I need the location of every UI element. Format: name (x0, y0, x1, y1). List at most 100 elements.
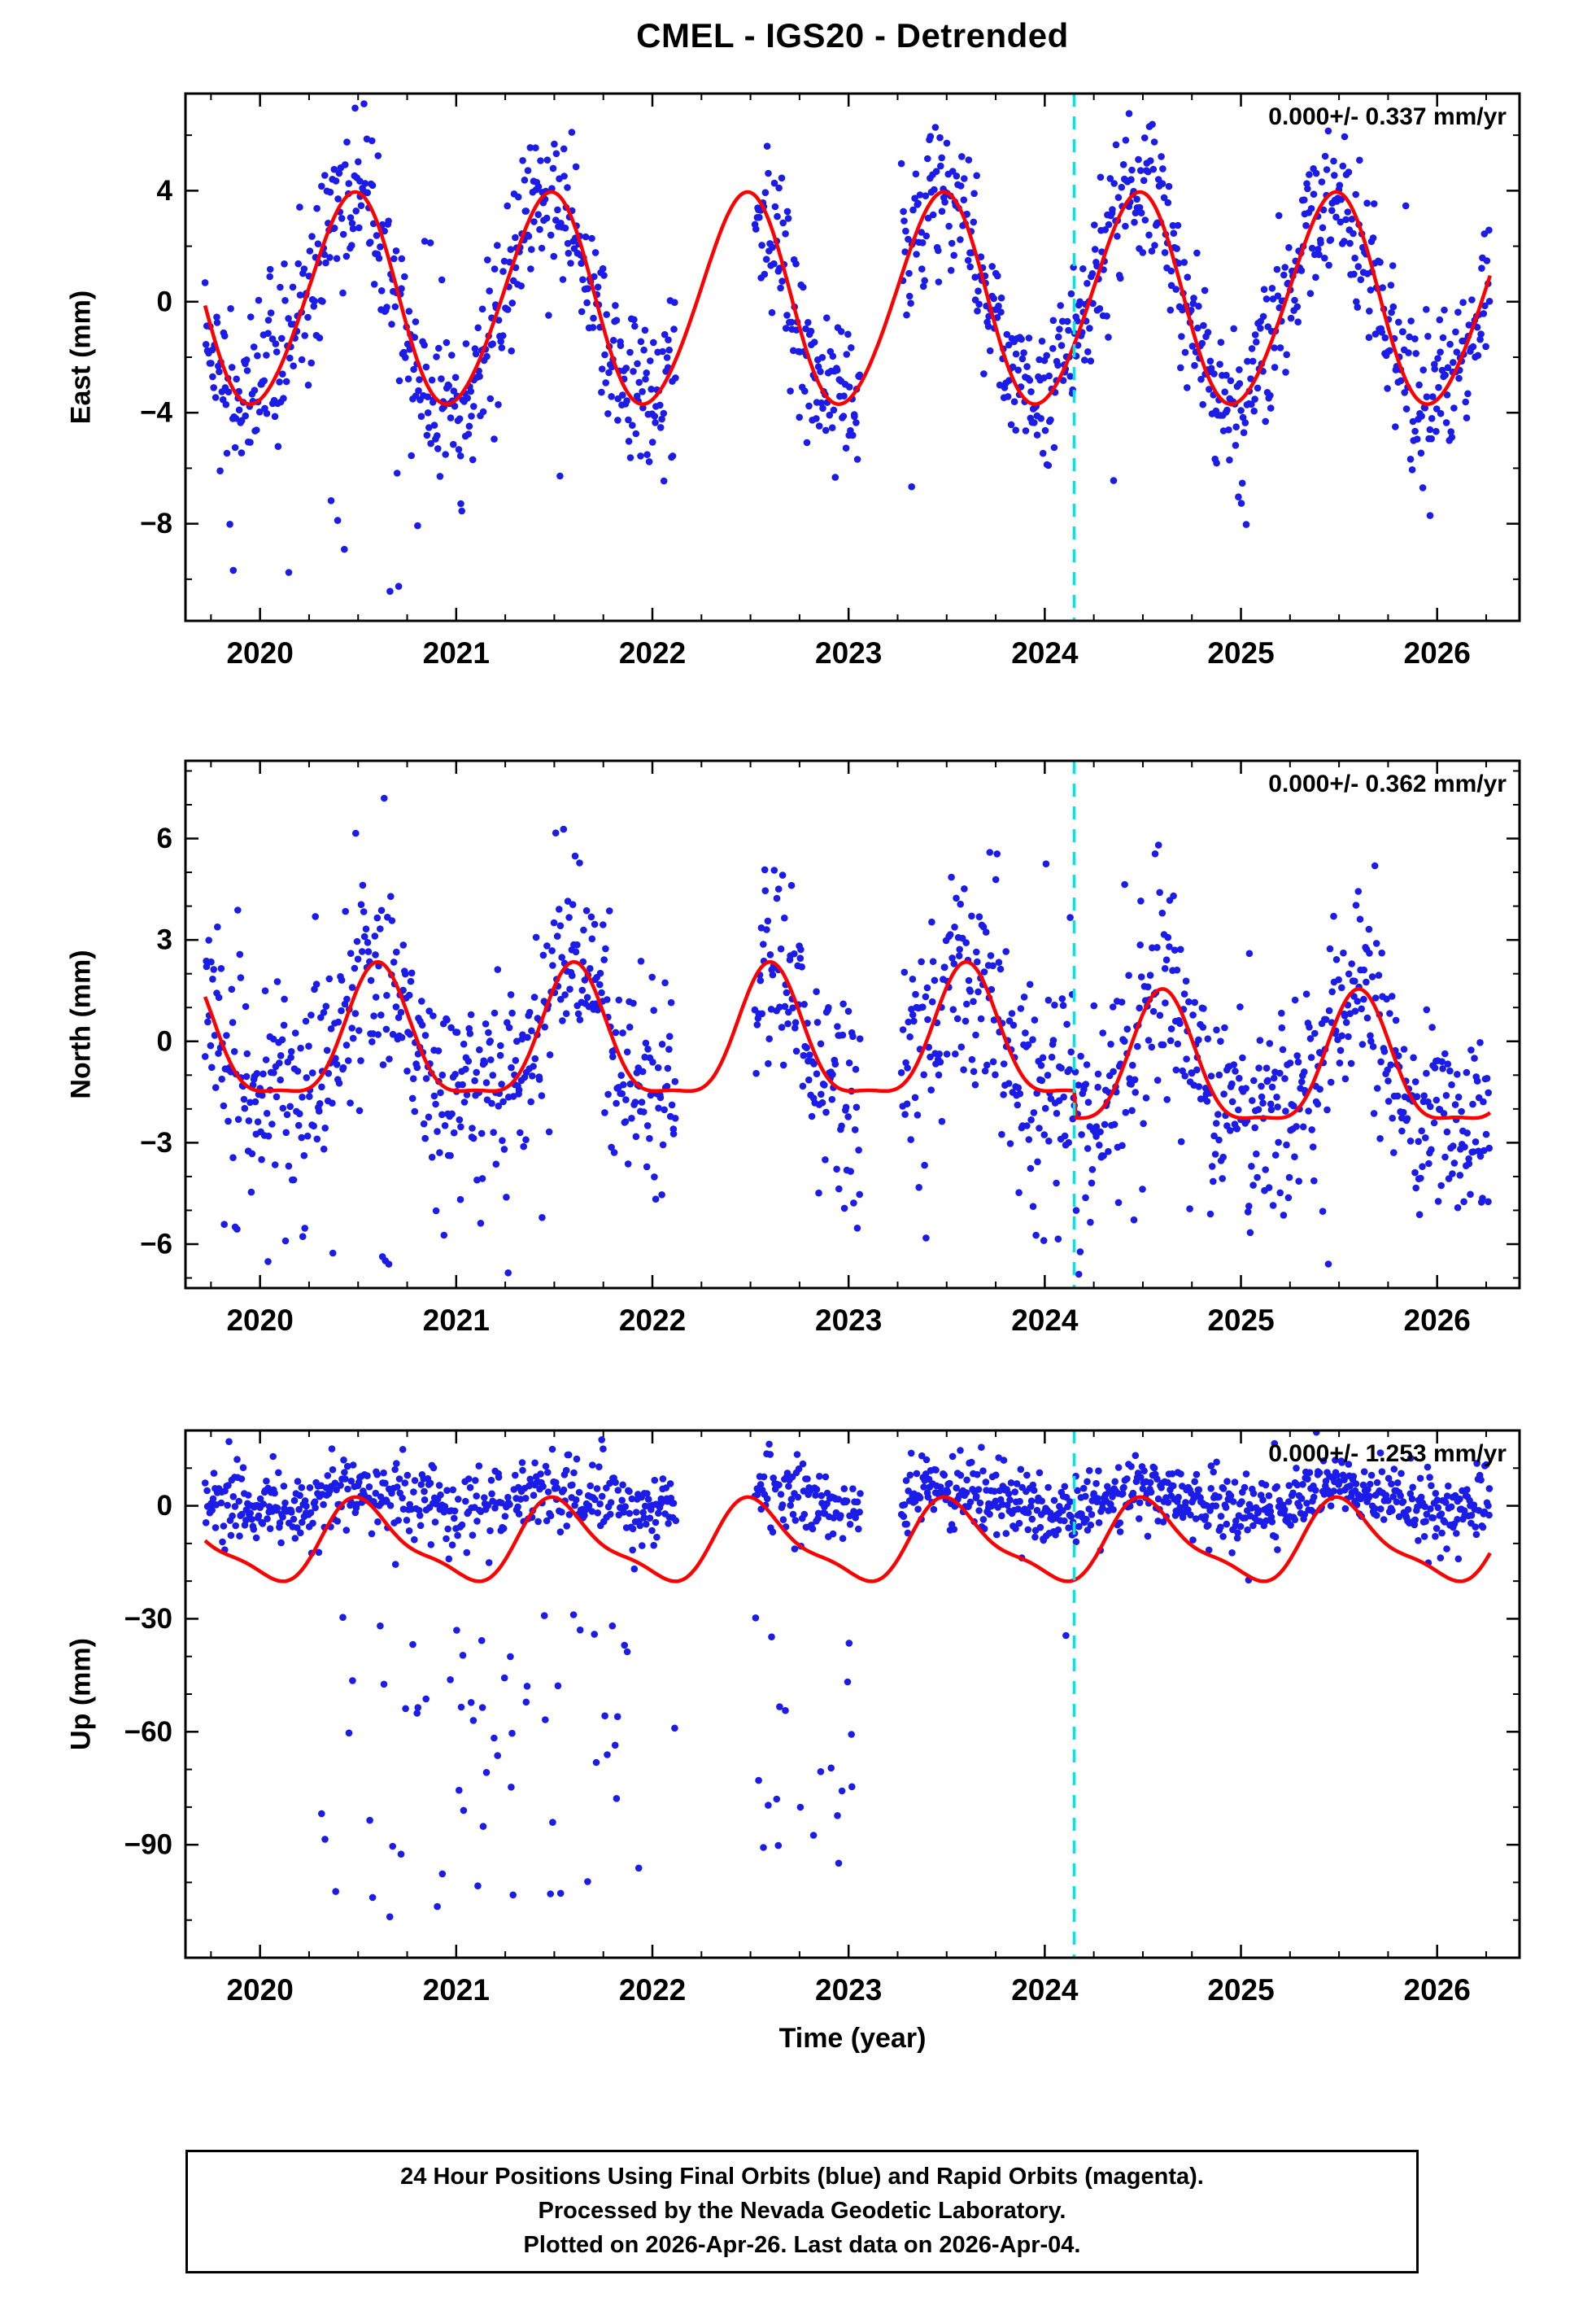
data-point (1027, 1164, 1035, 1173)
data-point (296, 1110, 303, 1118)
data-point (494, 966, 502, 973)
x-tick-label: 2022 (619, 1973, 686, 2007)
data-point (756, 213, 763, 221)
data-point (1223, 371, 1230, 379)
data-point (1059, 377, 1067, 384)
data-point (301, 332, 309, 339)
data-point (845, 1640, 853, 1647)
data-point (1095, 1467, 1102, 1474)
data-point (349, 225, 357, 233)
data-point (373, 232, 381, 239)
data-point (473, 1068, 480, 1077)
data-point (559, 1017, 566, 1024)
data-point (1084, 1478, 1091, 1486)
data-point (281, 297, 289, 304)
data-point (472, 350, 480, 358)
data-point (491, 265, 499, 273)
data-point (977, 253, 985, 261)
data-point (1017, 1005, 1025, 1012)
data-point (1087, 1218, 1094, 1226)
data-point (1189, 1011, 1197, 1019)
data-point (315, 1548, 323, 1557)
data-point (421, 238, 429, 245)
data-point (236, 1532, 243, 1540)
data-point (1204, 1035, 1212, 1042)
data-point (915, 1184, 922, 1191)
data-point (342, 907, 350, 915)
data-point (441, 1503, 449, 1510)
data-point (392, 1003, 400, 1011)
data-point (323, 1046, 331, 1055)
data-point (1049, 1037, 1057, 1044)
data-point (278, 334, 286, 343)
data-point (438, 276, 446, 284)
data-point (1149, 165, 1158, 173)
data-point (504, 1493, 512, 1501)
data-point (1418, 413, 1425, 420)
data-point (774, 1841, 783, 1850)
data-point (968, 1055, 976, 1063)
data-point (1425, 1160, 1432, 1168)
data-point (1137, 167, 1145, 174)
data-point (316, 1107, 323, 1115)
data-point (509, 1093, 517, 1100)
data-point (1411, 1078, 1419, 1085)
data-point (1404, 1505, 1412, 1513)
data-point (330, 225, 338, 232)
x-tick-label: 2023 (815, 636, 882, 670)
data-point (281, 995, 288, 1003)
data-point (594, 283, 602, 291)
data-point (285, 315, 292, 322)
data-point (936, 1058, 944, 1066)
data-point (1255, 1507, 1262, 1514)
data-point (1188, 343, 1197, 350)
page-title: CMEL - IGS20 - Detrended (636, 16, 1069, 55)
data-point (1419, 1163, 1426, 1170)
data-point (829, 352, 837, 360)
data-point (1206, 1210, 1214, 1218)
data-point (205, 937, 212, 944)
data-point (332, 177, 340, 185)
data-point (1327, 1078, 1335, 1086)
data-point (438, 1071, 447, 1079)
data-point (473, 1518, 481, 1525)
data-point (260, 377, 268, 385)
data-point (643, 1122, 652, 1129)
data-point (781, 914, 788, 922)
data-point (615, 996, 623, 1004)
data-point (1189, 1536, 1197, 1544)
data-point (1259, 1099, 1267, 1107)
data-point (1332, 956, 1341, 963)
data-point (815, 422, 823, 430)
data-point (321, 1125, 329, 1132)
data-point (300, 1151, 308, 1160)
data-point (795, 1465, 803, 1473)
data-point (782, 1706, 789, 1714)
data-point (596, 1500, 604, 1508)
data-point (1185, 998, 1193, 1006)
data-point (1420, 1092, 1428, 1099)
data-point (652, 1195, 660, 1203)
data-point (449, 1486, 457, 1494)
data-point (655, 1509, 662, 1517)
data-point (1061, 1132, 1069, 1140)
data-point (1009, 1021, 1018, 1029)
data-point (641, 326, 649, 334)
data-point (436, 473, 444, 480)
data-point (1455, 374, 1463, 382)
data-point (1156, 1011, 1164, 1020)
data-point (1217, 338, 1225, 347)
data-point (777, 284, 784, 292)
data-point (771, 203, 779, 211)
data-point (269, 1452, 277, 1461)
data-point (475, 1462, 483, 1470)
data-point (1242, 1470, 1250, 1478)
data-point (1050, 443, 1058, 452)
data-point (620, 1509, 627, 1516)
data-point (643, 451, 651, 458)
data-point (1082, 1194, 1089, 1202)
data-point (290, 1515, 298, 1523)
data-point (955, 952, 963, 959)
data-point (343, 995, 351, 1003)
data-point (574, 1010, 582, 1018)
